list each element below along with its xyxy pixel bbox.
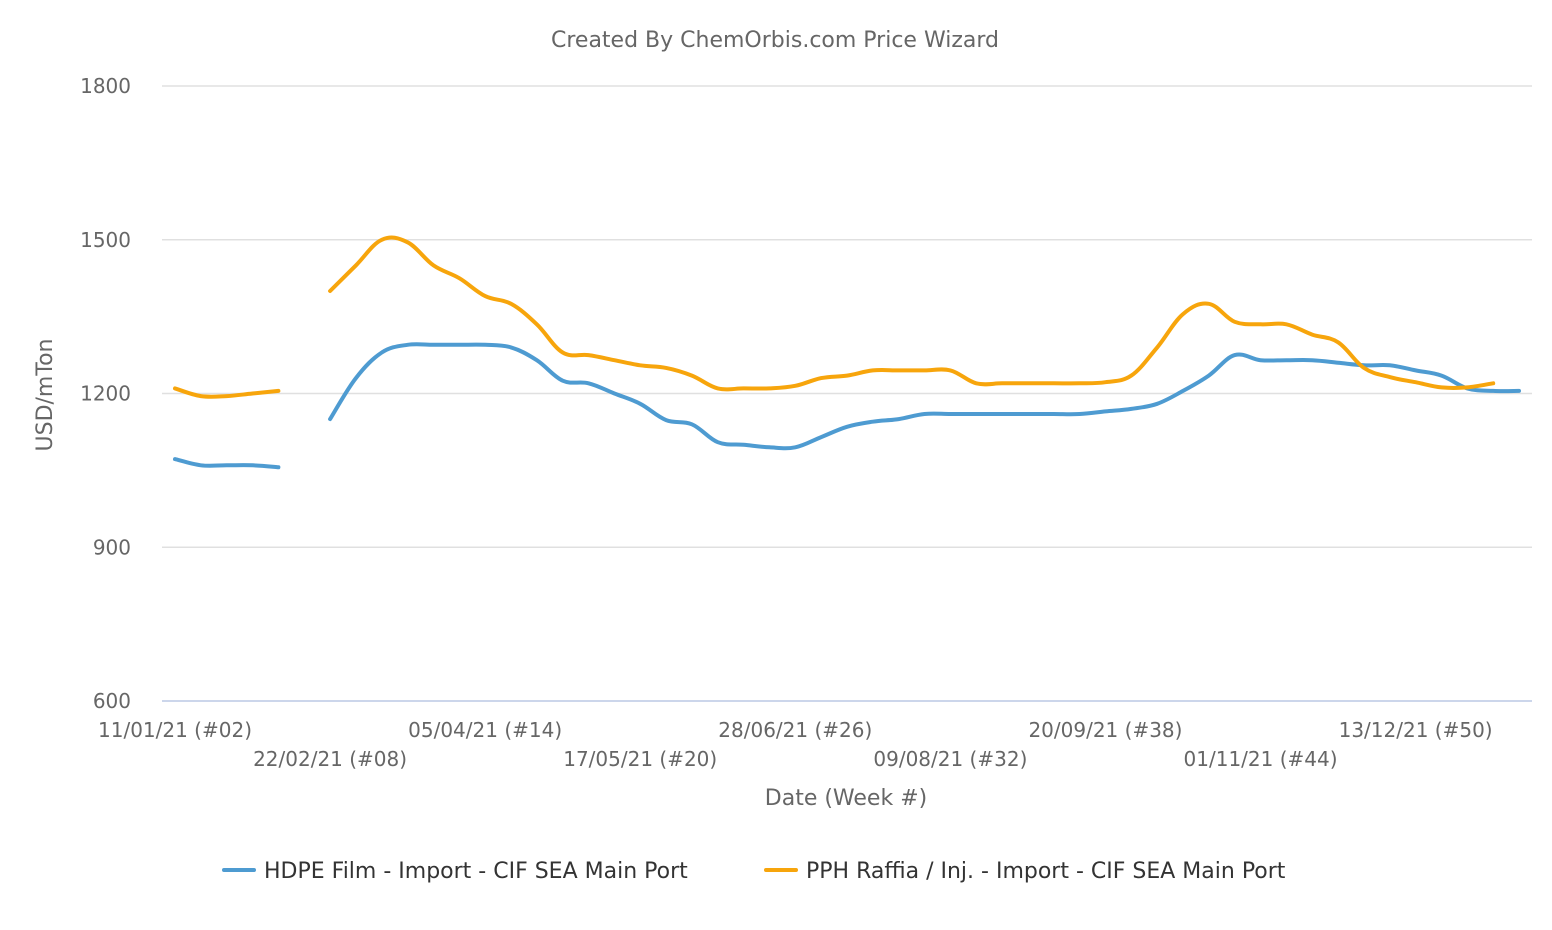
x-tick-label: 09/08/21 (#32) [873,747,1027,771]
gridlines [162,85,1532,702]
x-tick-label: 20/09/21 (#38) [1028,718,1182,742]
legend-item-pph[interactable]: PPH Raffia / Inj. - Import - CIF SEA Mai… [764,859,1286,884]
legend-label-hdpe: HDPE Film - Import - CIF SEA Main Port [264,859,688,884]
series-lines [173,235,1521,470]
x-tick-label: 11/01/21 (#02) [98,718,252,742]
x-axis-ticks: 11/01/21 (#02)22/02/21 (#08)05/04/21 (#1… [98,718,1493,771]
series-line-pph[interactable] [328,235,1496,392]
series-line-hdpe[interactable] [173,457,281,470]
x-tick-label: 05/04/21 (#14) [408,718,562,742]
series-line-hdpe[interactable] [328,342,1521,451]
legend: HDPE Film - Import - CIF SEA Main Port P… [222,859,1286,884]
y-tick-label: 600 [93,689,131,713]
x-tick-label: 22/02/21 (#08) [253,747,407,771]
legend-label-pph: PPH Raffia / Inj. - Import - CIF SEA Mai… [806,859,1286,884]
chart-title: Created By ChemOrbis.com Price Wizard [551,28,999,53]
x-tick-label: 17/05/21 (#20) [563,747,717,771]
y-tick-label: 1800 [80,74,131,98]
y-tick-label: 1500 [80,228,131,252]
legend-item-hdpe[interactable]: HDPE Film - Import - CIF SEA Main Port [222,859,688,884]
y-axis-ticks: 600 900 1200 1500 1800 [80,74,131,713]
x-tick-label: 01/11/21 (#44) [1184,747,1338,771]
y-tick-label: 1200 [80,382,131,406]
x-tick-label: 28/06/21 (#26) [718,718,872,742]
x-tick-label: 13/12/21 (#50) [1339,718,1493,742]
y-axis-title: USD/mTon [33,339,58,452]
y-tick-label: 900 [93,535,131,559]
series-line-pph[interactable] [173,386,281,399]
x-axis-title: Date (Week #) [765,786,927,811]
